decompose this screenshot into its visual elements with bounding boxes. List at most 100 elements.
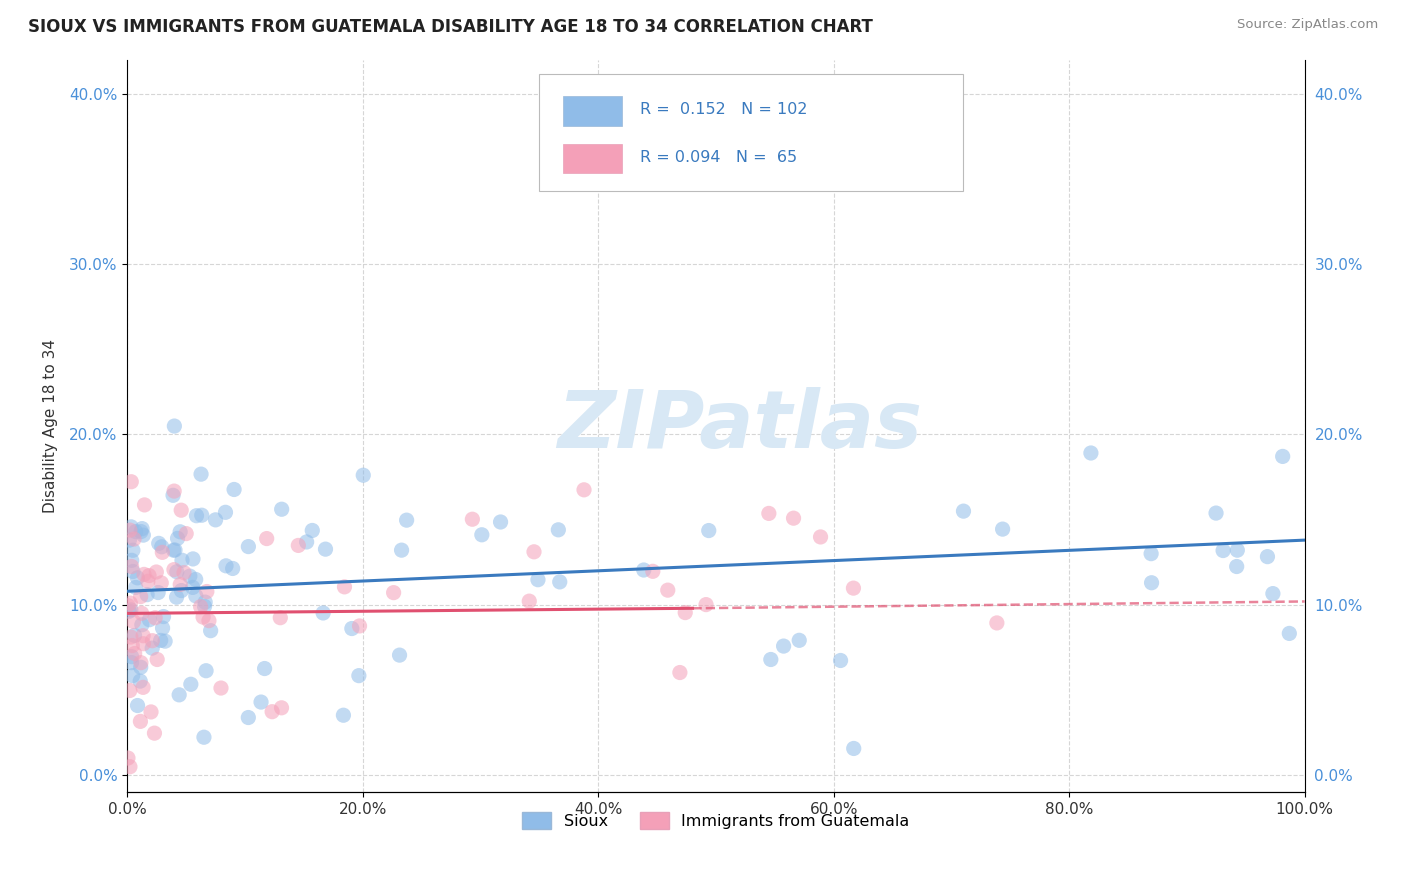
- Point: [340, 622, 363, 636]
- Point: [120, 596, 142, 610]
- Point: [352, 468, 374, 483]
- Point: [121, 553, 143, 567]
- Point: [149, 633, 172, 648]
- Point: [145, 565, 167, 579]
- Point: [163, 543, 186, 558]
- Point: [256, 532, 278, 546]
- Point: [301, 524, 323, 538]
- Point: [238, 540, 260, 554]
- Point: [118, 683, 141, 698]
- Point: [163, 419, 186, 434]
- Point: [287, 538, 309, 552]
- Point: [150, 540, 173, 554]
- Point: [174, 526, 197, 541]
- Point: [117, 599, 139, 613]
- Point: [295, 535, 318, 549]
- Point: [118, 604, 141, 618]
- Point: [333, 580, 356, 594]
- Point: [1212, 543, 1234, 558]
- Point: [547, 523, 569, 537]
- Point: [124, 628, 146, 642]
- Point: [146, 585, 169, 599]
- Text: R = 0.094   N =  65: R = 0.094 N = 65: [640, 150, 797, 164]
- Text: ZIPatlas: ZIPatlas: [557, 387, 922, 465]
- Point: [270, 701, 292, 715]
- Point: [489, 515, 512, 529]
- Point: [124, 647, 146, 661]
- Point: [523, 545, 546, 559]
- Point: [787, 633, 810, 648]
- Point: [173, 566, 195, 580]
- Point: [1226, 543, 1249, 558]
- Point: [125, 524, 148, 539]
- Point: [657, 583, 679, 598]
- FancyBboxPatch shape: [562, 144, 621, 173]
- Point: [131, 607, 153, 621]
- Point: [195, 664, 218, 678]
- Point: [179, 569, 201, 583]
- Point: [669, 665, 692, 680]
- Point: [120, 520, 142, 534]
- Point: [143, 611, 166, 625]
- Point: [132, 681, 155, 695]
- Point: [842, 741, 865, 756]
- Point: [315, 542, 337, 557]
- Point: [250, 695, 273, 709]
- Point: [395, 513, 418, 527]
- Point: [986, 615, 1008, 630]
- Point: [388, 648, 411, 662]
- Point: [184, 573, 207, 587]
- Point: [1226, 559, 1249, 574]
- Point: [461, 512, 484, 526]
- Point: [952, 504, 974, 518]
- Point: [163, 484, 186, 499]
- Point: [131, 617, 153, 632]
- Point: [138, 613, 160, 627]
- Point: [347, 668, 370, 682]
- Point: [1261, 586, 1284, 600]
- Point: [121, 559, 143, 574]
- Point: [253, 661, 276, 675]
- Point: [141, 641, 163, 656]
- Point: [349, 619, 371, 633]
- Point: [633, 563, 655, 577]
- Point: [166, 532, 188, 546]
- Text: SIOUX VS IMMIGRANTS FROM GUATEMALA DISABILITY AGE 18 TO 34 CORRELATION CHART: SIOUX VS IMMIGRANTS FROM GUATEMALA DISAB…: [28, 18, 873, 36]
- Point: [830, 653, 852, 667]
- Point: [122, 565, 145, 579]
- Point: [184, 589, 207, 603]
- Point: [193, 599, 215, 614]
- Point: [1140, 547, 1163, 561]
- Point: [122, 543, 145, 558]
- Point: [222, 483, 245, 497]
- Point: [697, 524, 720, 538]
- Point: [209, 681, 232, 695]
- Point: [181, 581, 204, 595]
- Point: [121, 639, 143, 653]
- Point: [150, 545, 173, 559]
- Point: [572, 483, 595, 497]
- Y-axis label: Disability Age 18 to 34: Disability Age 18 to 34: [44, 339, 58, 513]
- Point: [238, 710, 260, 724]
- Point: [170, 583, 193, 598]
- Point: [153, 634, 176, 648]
- Point: [270, 502, 292, 516]
- Point: [136, 574, 159, 589]
- Point: [120, 630, 142, 644]
- Point: [193, 730, 215, 744]
- Point: [132, 567, 155, 582]
- Point: [122, 615, 145, 629]
- Point: [132, 629, 155, 643]
- Point: [121, 668, 143, 682]
- Point: [391, 543, 413, 558]
- Point: [138, 568, 160, 582]
- Point: [181, 552, 204, 566]
- Point: [1256, 549, 1278, 564]
- Point: [198, 614, 221, 628]
- Point: [842, 581, 865, 595]
- Point: [190, 467, 212, 482]
- Point: [169, 524, 191, 539]
- Point: [332, 708, 354, 723]
- Point: [194, 595, 217, 609]
- Point: [382, 585, 405, 599]
